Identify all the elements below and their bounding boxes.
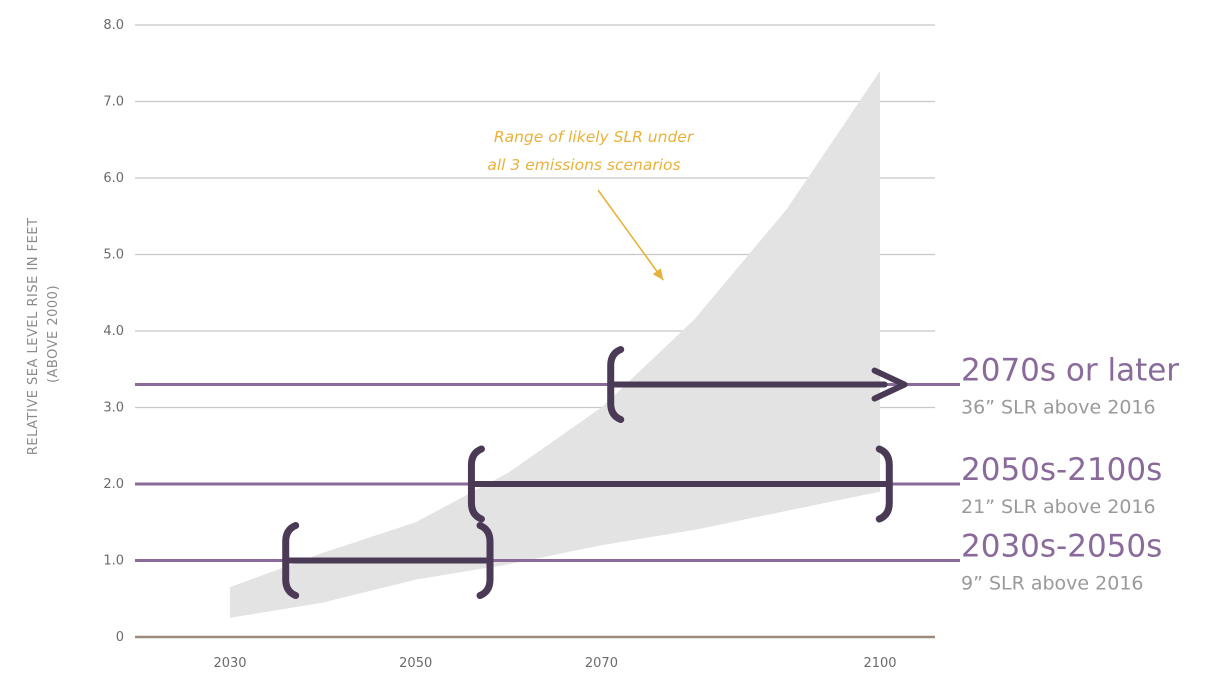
x-axis-ticks: 2030 2050 2070 2100 — [213, 656, 896, 671]
x-tick-label-2030: 2030 — [213, 656, 246, 671]
y-axis-title-line-1: RELATIVE SEA LEVEL RISE IN FEET — [26, 218, 41, 456]
scenario-close-bracket-2 — [476, 522, 494, 599]
annotation-arrow-head — [652, 268, 664, 281]
annotation-line-1: Range of likely SLR under — [494, 128, 695, 146]
y-tick-label-5: 5.0 — [103, 248, 124, 263]
scenario-subtitle-1: 21” SLR above 2016 — [961, 496, 1156, 518]
y-tick-label-4: 4.0 — [103, 324, 124, 339]
annotation-arrow-line — [597, 189, 664, 281]
scenario-title-2: 2030s-2050s — [961, 529, 1162, 565]
y-tick-label-2: 2.0 — [103, 477, 124, 492]
y-axis-ticks: 0 1.0 2.0 3.0 4.0 5.0 6.0 7.0 8.0 — [103, 18, 124, 645]
scenario-ranges — [282, 346, 908, 599]
y-axis-title: RELATIVE SEA LEVEL RISE IN FEET (ABOVE 2… — [26, 213, 61, 455]
scenario-labels: 2070s or later 36” SLR above 2016 2050s-21… — [961, 353, 1179, 595]
y-tick-label-6: 6.0 — [103, 171, 124, 186]
scenario-title-0: 2070s or later — [961, 353, 1179, 389]
annotation-line-2: all 3 emissions scenarios — [487, 156, 680, 174]
y-tick-label-7: 7.0 — [103, 95, 124, 110]
y-tick-label-1: 1.0 — [103, 554, 124, 569]
scenario-close-bracket-1 — [875, 445, 893, 523]
x-tick-label-2050: 2050 — [399, 656, 432, 671]
scenario-subtitle-2: 9” SLR above 2016 — [961, 573, 1144, 595]
annotation-text: Range of likely SLR under all 3 emission… — [487, 128, 698, 174]
y-tick-label-3: 3.0 — [103, 401, 124, 416]
x-tick-label-2100: 2100 — [863, 656, 896, 671]
likely-slr-range-band — [230, 70, 880, 618]
range-annotation: Range of likely SLR under all 3 emission… — [487, 128, 698, 281]
scenario-arrow-head-0 — [871, 367, 908, 402]
scenario-subtitle-0: 36” SLR above 2016 — [961, 397, 1156, 419]
y-tick-label-8: 8.0 — [103, 18, 124, 33]
x-tick-label-2070: 2070 — [585, 656, 618, 671]
scenario-title-1: 2050s-2100s — [961, 452, 1162, 488]
y-tick-label-0: 0 — [116, 630, 124, 645]
y-axis-title-line-2: (ABOVE 2000) — [46, 285, 61, 383]
